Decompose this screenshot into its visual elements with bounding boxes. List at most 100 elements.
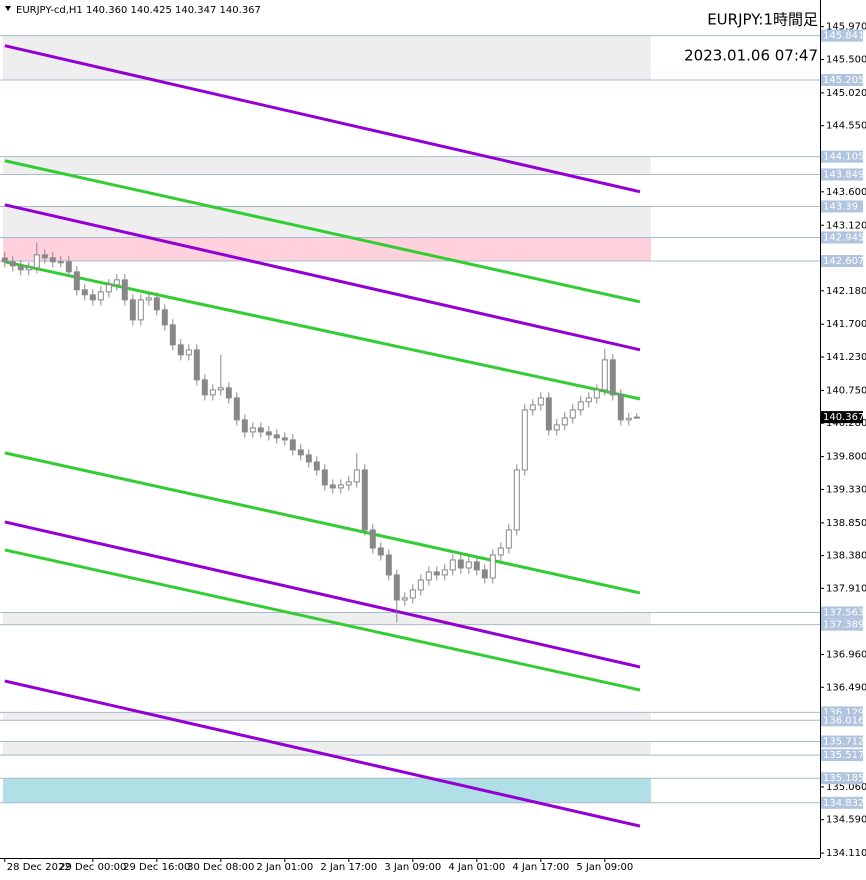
zone-label: 137.563	[823, 608, 864, 619]
zone-label: 136.016	[823, 715, 864, 726]
candle-body	[425, 571, 432, 581]
candle-body	[609, 359, 616, 396]
zone-label: 135.517	[823, 750, 864, 761]
candle-body	[369, 529, 376, 549]
candle-body	[465, 561, 472, 569]
y-tick-label: 134.110	[826, 848, 866, 859]
candle-body	[273, 434, 280, 439]
zone-label-box	[821, 231, 863, 244]
candle-body	[161, 309, 168, 326]
candle-body	[81, 289, 88, 296]
candle-body	[257, 427, 264, 433]
y-tick-label: 142.180	[826, 286, 866, 297]
zone-label: 135.712	[823, 736, 864, 747]
zone	[3, 741, 651, 756]
y-tick-label: 135.060	[826, 782, 866, 793]
y-tick-label: 144.550	[826, 121, 866, 132]
candle-body	[409, 589, 416, 599]
candle-body	[457, 559, 464, 569]
y-tick-label: 136.960	[826, 650, 866, 661]
candle-body	[281, 437, 288, 441]
candle-body	[217, 387, 224, 391]
candle-body	[241, 419, 248, 433]
candle-body	[185, 349, 192, 356]
price-label: 140.367	[823, 412, 864, 423]
candle-body	[473, 561, 480, 571]
zone-label: 136.129	[823, 707, 864, 718]
zone	[3, 712, 651, 721]
zone-label-box	[821, 796, 863, 809]
candle-body	[9, 261, 16, 267]
candle-body	[137, 299, 144, 321]
zone	[3, 156, 651, 175]
candle-body	[625, 417, 632, 421]
zone-label: 145.841	[823, 31, 864, 42]
y-tick-label: 145.970	[826, 22, 866, 33]
candle-body	[193, 349, 200, 381]
candle-body	[97, 291, 104, 301]
y-tick-label: 140.750	[826, 385, 866, 396]
candle-body	[1, 257, 8, 263]
candle-body	[505, 529, 512, 549]
y-tick-label: 143.600	[826, 187, 866, 198]
candle-body	[497, 547, 504, 556]
candle-body	[65, 261, 72, 273]
candle-body	[121, 279, 128, 301]
x-tick-label: 29 Dec 00:00	[59, 862, 126, 873]
menu-arrow[interactable]	[5, 6, 11, 11]
zone-label-box	[821, 606, 863, 619]
candle-body	[321, 469, 328, 486]
zone-label-box	[821, 168, 863, 181]
y-tick-label: 134.590	[826, 815, 866, 826]
candle-body	[537, 397, 544, 406]
candle-body	[553, 424, 560, 431]
candle-body	[297, 449, 304, 456]
x-tick-label: 28 Dec 2022	[7, 862, 71, 873]
y-tick-label: 138.850	[826, 518, 866, 529]
candle-body	[521, 409, 528, 471]
candle-body	[401, 597, 408, 601]
candle-body	[633, 416, 640, 419]
candle-body	[449, 559, 456, 571]
y-tick-label: 139.800	[826, 452, 866, 463]
x-tick-label: 2 Jan 01:00	[256, 862, 313, 873]
x-tick-label: 4 Jan 01:00	[448, 862, 505, 873]
y-tick-label: 139.330	[826, 484, 866, 495]
y-tick-label: 136.490	[826, 682, 866, 693]
zone-label: 137.389	[823, 620, 864, 631]
candle-body	[433, 571, 440, 576]
zone-label: 144.105	[823, 152, 864, 163]
candle-body	[105, 284, 112, 293]
trend-line	[4, 451, 641, 595]
candle-body	[393, 574, 400, 601]
candle-body	[529, 404, 536, 411]
zone-label-box	[821, 735, 863, 748]
ohlc-header: EURJPY-cd,H1 140.360 140.425 140.347 140…	[16, 5, 261, 16]
zone-label-box	[821, 772, 863, 785]
candle-body	[545, 397, 552, 431]
candle-body	[41, 254, 48, 259]
y-tick-label: 138.380	[826, 551, 866, 562]
candle-body	[225, 387, 232, 399]
zone	[3, 35, 651, 80]
candle-body	[481, 569, 488, 579]
trend-line	[4, 203, 641, 352]
zone	[3, 612, 651, 625]
zone-label: 143.39	[823, 201, 858, 212]
zone-label-box	[821, 749, 863, 762]
candle-body	[377, 547, 384, 556]
candle-body	[489, 554, 496, 579]
x-tick-label: 4 Jan 17:00	[512, 862, 569, 873]
candle-body	[145, 297, 152, 301]
candle-body	[601, 359, 608, 391]
candle-body	[289, 439, 296, 451]
zone-label-box	[821, 150, 863, 163]
candle-body	[201, 379, 208, 396]
candle-body	[169, 324, 176, 346]
candle-body	[417, 579, 424, 591]
candle-body	[209, 389, 216, 396]
zone-label-box	[821, 200, 863, 213]
y-tick-label: 145.020	[826, 88, 866, 99]
zone-label: 142.945	[823, 232, 864, 243]
